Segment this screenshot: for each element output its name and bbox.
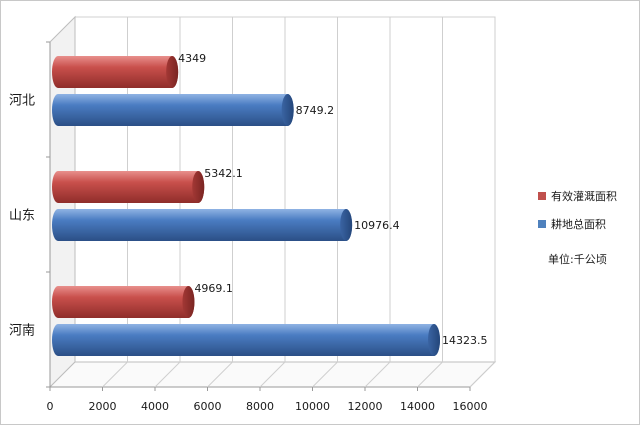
category-label: 河南	[9, 323, 35, 339]
bar-cultivated	[52, 94, 294, 126]
gridline-floor	[364, 361, 391, 388]
bar-body	[52, 171, 205, 203]
bar-irrigated	[52, 56, 179, 88]
bar-cap	[281, 94, 294, 126]
category-label: 河北	[9, 94, 35, 109]
gridline-floor	[154, 361, 181, 388]
bar-body	[52, 324, 440, 356]
bar-cap	[340, 209, 353, 241]
bar-cultivated	[52, 209, 353, 241]
bar-cap	[166, 56, 179, 88]
gridline-floor	[102, 361, 128, 388]
data-label: 4349	[178, 52, 206, 65]
x-tick-label: 6000	[194, 400, 222, 413]
gridline-floor	[259, 361, 286, 388]
bar-irrigated	[52, 286, 195, 318]
x-tick-label: 8000	[246, 400, 274, 413]
legend-swatch	[538, 220, 546, 228]
x-tick-label: 12000	[348, 400, 383, 413]
legend-label: 耕地总面积	[551, 217, 606, 231]
gridline-floor	[312, 361, 338, 388]
x-tick-label: 0	[47, 400, 54, 413]
bar-body	[52, 94, 294, 126]
legend-label: 有效灌溉面积	[551, 189, 617, 203]
unit-note: 单位:千公顷	[548, 252, 607, 266]
gridline-floor	[469, 361, 496, 388]
x-tick-label: 2000	[89, 400, 117, 413]
data-label: 5342.1	[204, 167, 243, 180]
data-label: 14323.5	[442, 334, 488, 347]
bars	[52, 56, 440, 356]
bar-irrigated	[52, 171, 205, 203]
data-label: 8749.2	[296, 104, 335, 117]
x-tick-label: 10000	[295, 400, 330, 413]
x-tick-label: 4000	[141, 400, 169, 413]
bar-body	[52, 209, 353, 241]
data-label: 4969.1	[194, 282, 233, 295]
category-label: 山东	[9, 209, 35, 224]
bar-cap	[427, 324, 440, 356]
x-tick-label: 14000	[400, 400, 435, 413]
data-label: 10976.4	[354, 219, 400, 232]
x-tick-label: 16000	[453, 400, 488, 413]
bar-cultivated	[52, 324, 440, 356]
bar-body	[52, 56, 179, 88]
legend-swatch	[538, 192, 546, 200]
gridline-floor	[207, 361, 233, 388]
bar-cap	[182, 286, 195, 318]
gridline-floor	[417, 361, 443, 388]
x-tick-labels: 0 2000 4000 6000 8000 10000 12000 14000 16000	[47, 387, 488, 413]
bar-cap	[192, 171, 205, 203]
data-labels: 4349 8749.2 5342.1 10976.4 4969.1 14323.5	[178, 52, 487, 347]
bar-body	[52, 286, 195, 318]
